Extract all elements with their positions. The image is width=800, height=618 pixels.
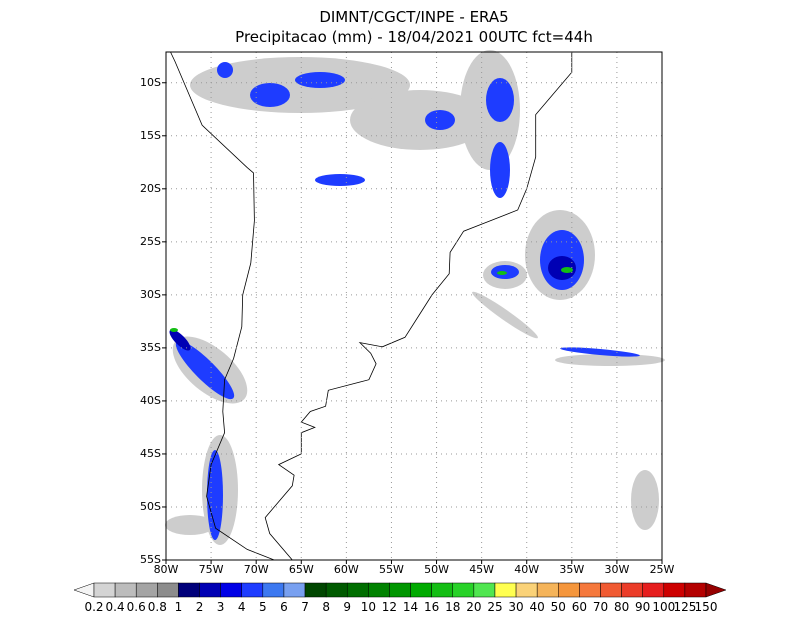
colorbar-label: 5 (259, 600, 267, 614)
colorbar-label: 1 (175, 600, 183, 614)
colorbar-box (325, 582, 348, 598)
colorbar-box (410, 582, 432, 598)
colorbar-box (93, 582, 116, 598)
lat-label: 10S (140, 76, 161, 89)
lon-label: 75W (199, 563, 224, 576)
colorbar-label: 70 (593, 600, 608, 614)
colorbar-label: 25 (487, 600, 502, 614)
lat-label: 50S (140, 500, 161, 513)
lon-label: 80W (154, 563, 179, 576)
colorbar-box (536, 582, 559, 598)
colorbar-box (473, 582, 496, 598)
colorbar-label: 60 (572, 600, 587, 614)
map-frame (165, 51, 663, 561)
lat-label: 15S (140, 129, 161, 142)
lon-label: 40W (514, 563, 539, 576)
colorbar-label: 125 (673, 600, 696, 614)
colorbar-label: 40 (530, 600, 545, 614)
colorbar-label: 90 (635, 600, 650, 614)
colorbar-box (389, 582, 411, 598)
colorbar-box (262, 582, 285, 598)
colorbar-label: 30 (508, 600, 523, 614)
colorbar-lower-arrow (73, 582, 95, 598)
colorbar-label: 100 (652, 600, 675, 614)
colorbar-label: 20 (466, 600, 481, 614)
colorbar-label: 8 (322, 600, 330, 614)
lon-label: 50W (424, 563, 449, 576)
lon-label: 25W (650, 563, 675, 576)
colorbar-box (579, 582, 601, 598)
title: DIMNT/CGCT/INPE - ERA5 (319, 8, 508, 26)
lat-label: 40S (140, 394, 161, 407)
lat-label: 25S (140, 235, 161, 248)
colorbar-label: 0.6 (127, 600, 146, 614)
colorbar-box (642, 582, 665, 598)
colorbar-label: 0.2 (84, 600, 103, 614)
colorbar-box (157, 582, 179, 598)
lon-label: 30W (604, 563, 629, 576)
colorbar-label: 14 (403, 600, 418, 614)
colorbar-label: 9 (343, 600, 351, 614)
colorbar-box (684, 582, 707, 598)
colorbar-label: 7 (301, 600, 309, 614)
lon-label: 60W (334, 563, 359, 576)
colorbar-label: 6 (280, 600, 288, 614)
colorbar-box (135, 582, 158, 598)
colorbar-label: 16 (424, 600, 439, 614)
colorbar-box (199, 582, 221, 598)
colorbar-box (431, 582, 454, 598)
colorbar-box (304, 582, 327, 598)
colorbar-box (220, 582, 242, 598)
colorbar-box (515, 582, 538, 598)
lon-label: 70W (244, 563, 269, 576)
lat-label: 30S (140, 288, 161, 301)
colorbar-box (178, 582, 200, 598)
colorbar-label: 0.4 (106, 600, 125, 614)
lon-label: 65W (289, 563, 314, 576)
lon-label: 45W (469, 563, 494, 576)
lon-label: 35W (559, 563, 584, 576)
lat-label: 35S (140, 341, 161, 354)
precipitation-field (165, 50, 665, 545)
colorbar-label: 50 (551, 600, 566, 614)
colorbar-label: 0.8 (148, 600, 167, 614)
colorbar-box (368, 582, 390, 598)
lon-label: 55W (379, 563, 404, 576)
subtitle: Precipitacao (mm) - 18/04/2021 00UTC fct… (235, 28, 593, 46)
colorbar-box (452, 582, 475, 598)
colorbar-box (600, 582, 622, 598)
lat-label: 45S (140, 447, 161, 460)
colorbar-label: 12 (382, 600, 397, 614)
colorbar-label: 18 (445, 600, 460, 614)
colorbar-box (621, 582, 643, 598)
colorbar-label: 2 (196, 600, 204, 614)
colorbar-upper-arrow (705, 582, 727, 598)
colorbar-box (241, 582, 264, 598)
lat-label: 55S (140, 553, 161, 566)
colorbar-box (558, 582, 580, 598)
colorbar-box (346, 582, 369, 598)
colorbar-box (114, 582, 137, 598)
colorbar-box (663, 582, 686, 598)
colorbar-label: 80 (614, 600, 629, 614)
lat-label: 20S (140, 182, 161, 195)
colorbar-label: 3 (217, 600, 225, 614)
colorbar-box (283, 582, 306, 598)
colorbar-box (494, 582, 517, 598)
colorbar-label: 150 (695, 600, 718, 614)
colorbar-label: 10 (361, 600, 376, 614)
colorbar-label: 4 (238, 600, 246, 614)
